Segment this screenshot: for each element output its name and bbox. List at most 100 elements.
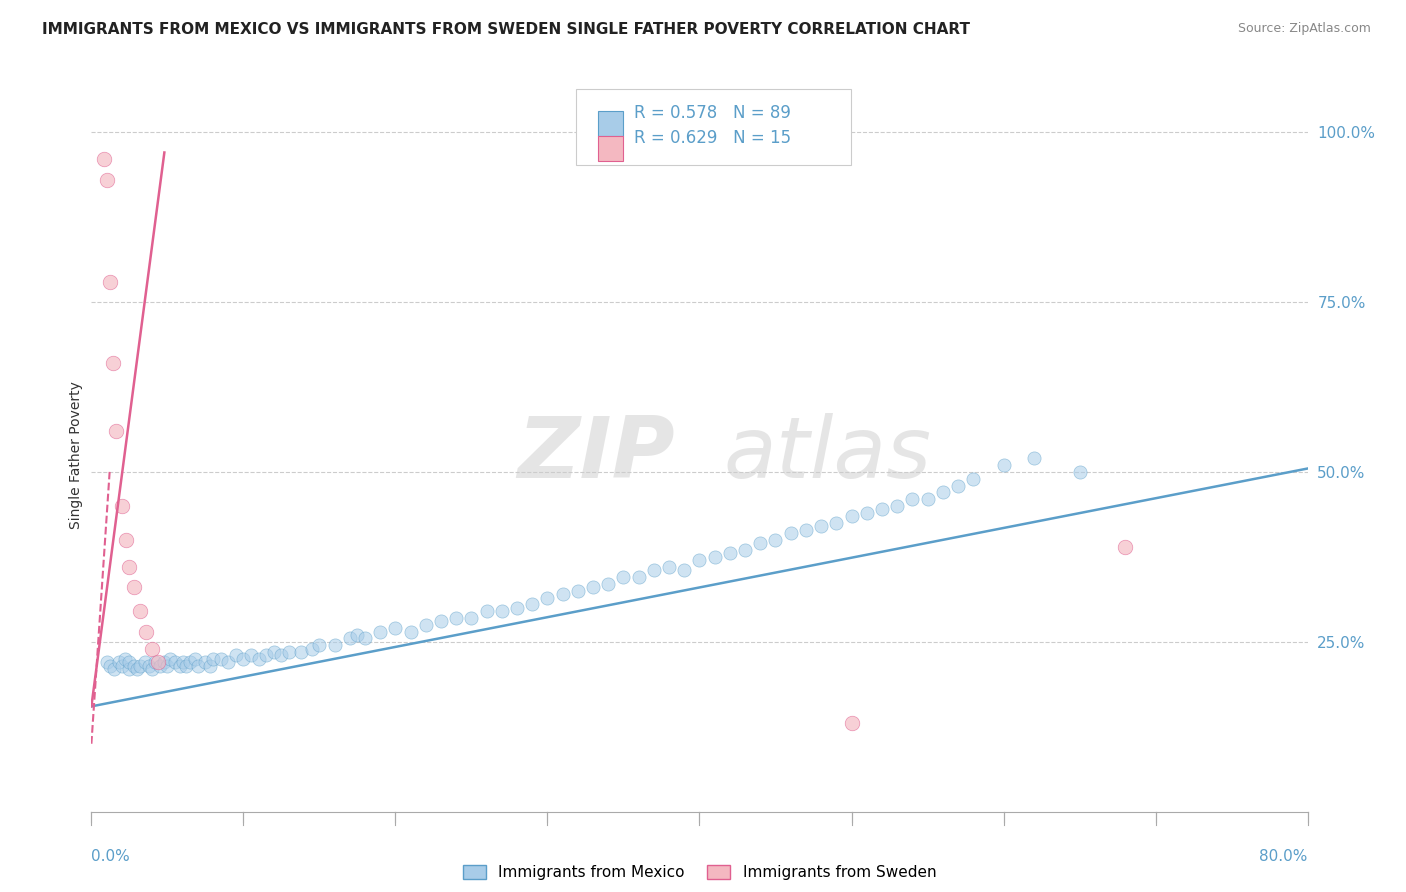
Point (187, 658, 209, 673)
Text: R = 0.578   N = 89: R = 0.578 N = 89 (634, 104, 792, 122)
Point (172, 655, 194, 669)
Point (104, 424, 127, 438)
Text: 0.0%: 0.0% (91, 849, 131, 864)
Point (169, 658, 191, 673)
Point (598, 577, 620, 591)
Point (901, 492, 924, 507)
Point (308, 638, 330, 652)
Text: IMMIGRANTS FROM MEXICO VS IMMIGRANTS FROM SWEDEN SINGLE FATHER POVERTY CORRELATI: IMMIGRANTS FROM MEXICO VS IMMIGRANTS FRO… (42, 22, 970, 37)
Point (522, 598, 544, 612)
Point (135, 624, 157, 639)
Point (346, 628, 368, 642)
Point (430, 615, 453, 629)
Point (567, 583, 589, 598)
Point (855, 506, 877, 520)
Point (734, 543, 756, 558)
Point (101, 356, 124, 370)
Point (163, 655, 186, 669)
Point (278, 645, 301, 659)
Point (810, 519, 832, 533)
Point (149, 658, 172, 673)
Legend: Immigrants from Mexico, Immigrants from Sweden: Immigrants from Mexico, Immigrants from … (457, 859, 942, 886)
Point (931, 485, 953, 500)
Point (627, 570, 650, 584)
Point (232, 652, 254, 666)
Point (841, 716, 863, 731)
Point (159, 652, 181, 666)
Point (993, 458, 1015, 472)
Point (491, 604, 513, 618)
Point (111, 658, 134, 673)
Point (202, 652, 225, 666)
Point (368, 624, 391, 639)
Point (129, 658, 152, 673)
Point (98, 658, 121, 673)
Text: 80.0%: 80.0% (1260, 849, 1308, 864)
Point (917, 492, 939, 507)
Point (107, 655, 129, 669)
Point (143, 655, 166, 669)
Point (673, 564, 696, 578)
Point (354, 632, 377, 646)
Point (536, 591, 558, 605)
Point (118, 662, 141, 676)
Point (103, 662, 125, 676)
Point (254, 648, 277, 663)
Point (841, 509, 863, 524)
Point (134, 655, 156, 669)
Point (612, 570, 634, 584)
Point (384, 621, 406, 635)
Point (475, 604, 498, 618)
Point (198, 658, 221, 673)
Point (658, 560, 681, 574)
Point (323, 638, 346, 652)
Point (209, 652, 232, 666)
Point (129, 604, 152, 618)
Point (794, 523, 817, 537)
Point (1069, 465, 1091, 479)
Point (141, 641, 163, 656)
Point (263, 645, 285, 659)
Point (460, 611, 482, 625)
Y-axis label: Single Father Poverty: Single Father Poverty (69, 381, 83, 529)
Point (946, 478, 969, 492)
Text: ZIP: ZIP (517, 413, 675, 497)
Point (779, 526, 801, 541)
Point (703, 549, 725, 564)
Point (98, 275, 121, 289)
Point (93, 153, 115, 167)
Point (115, 533, 138, 547)
Point (643, 564, 665, 578)
Point (153, 655, 176, 669)
Point (194, 655, 217, 669)
Point (688, 553, 710, 567)
Point (399, 624, 422, 639)
Point (718, 546, 741, 560)
Point (118, 560, 141, 574)
Text: R = 0.629   N = 15: R = 0.629 N = 15 (634, 129, 792, 147)
Point (551, 587, 574, 601)
Point (217, 655, 239, 669)
Point (96, 172, 118, 186)
Text: Source: ZipAtlas.com: Source: ZipAtlas.com (1237, 22, 1371, 36)
Point (148, 655, 170, 669)
Point (179, 655, 201, 669)
Point (125, 662, 148, 676)
Point (114, 652, 136, 666)
Point (506, 600, 529, 615)
Point (444, 611, 467, 625)
Point (270, 648, 292, 663)
Point (122, 658, 145, 673)
Point (962, 472, 984, 486)
Point (96, 655, 118, 669)
Point (415, 617, 437, 632)
Point (141, 662, 163, 676)
Point (240, 648, 263, 663)
Point (122, 581, 145, 595)
Point (870, 502, 893, 516)
Point (339, 632, 361, 646)
Point (118, 655, 141, 669)
Point (301, 641, 323, 656)
Text: atlas: atlas (724, 413, 932, 497)
Point (184, 652, 207, 666)
